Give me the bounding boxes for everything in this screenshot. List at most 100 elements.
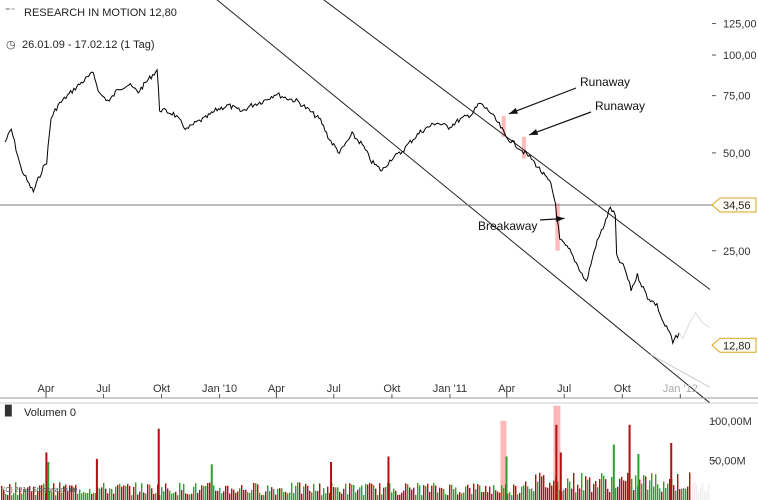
volume-bar [143,492,145,500]
volume-bar [21,493,23,500]
volume-bar [497,491,499,500]
volume-bar [647,489,649,500]
volume-bar [479,485,481,500]
volume-bar [237,491,239,500]
volume-bar [337,487,339,500]
volume-bar [419,485,421,500]
level-label: 34,56 [723,200,751,212]
volume-bar [89,488,91,500]
volume-bar [131,495,133,500]
volume-bar [603,475,605,500]
x-tick-label: Jul [557,383,571,395]
volume-bar [31,491,33,500]
volume-bar [451,484,453,500]
volume-bar-future [704,490,706,500]
volume-bar [213,485,215,500]
volume-bar [293,492,295,500]
volume-bar [55,495,57,500]
volume-bar [553,480,555,500]
volume-bar [323,488,325,500]
volume-bar [177,495,179,500]
volume-bar [361,485,363,500]
volume-spike [387,456,390,500]
annotation-label: Runaway [580,75,630,89]
volume-bar [441,488,443,500]
x-tick-label: Jul [327,383,341,395]
volume-bar [685,488,687,500]
channel-extension-line [650,353,711,388]
x-tick-label: Apr [498,383,515,395]
volume-bar [147,484,149,500]
volume-bar [403,490,405,500]
annotations: Runaway Runaway Breakaway [478,75,645,233]
x-tick-label: Apr [37,383,54,395]
volume-bar [649,480,651,500]
volume-bar [527,486,529,500]
volume-bar [533,491,535,500]
volume-bar [87,493,89,500]
volume-bar [515,486,517,500]
volume-bar [11,495,13,500]
volume-bar [559,490,561,500]
volume-bar [297,482,299,500]
x-axis: Apr Jul Okt Jan '10 Apr Jul Okt Jan '11 Apr Jul Ok… [0,383,758,399]
volume-bar [187,494,189,500]
volume-bar [303,486,305,500]
volume-bar [139,491,141,500]
volume-bar [669,479,671,500]
volume-bar [99,488,101,500]
volume-bar [407,484,409,500]
volume-bar [681,488,683,500]
volume-bar [77,493,79,500]
volume-bar [1,485,3,500]
y-tick-label: 25,00 [723,246,751,258]
volume-bar [379,483,381,500]
volume-bar [113,493,115,500]
volume-bar [429,491,431,500]
volume-bar [437,492,439,500]
volume-bar [217,490,219,500]
volume-bar [103,482,105,500]
volume-bar [149,484,151,500]
volume-bar [193,486,195,500]
volume-bar [235,492,237,500]
volume-bar [207,483,209,500]
volume-spike [637,454,640,500]
volume-bar [391,492,393,500]
volume-bar [223,491,225,500]
volume-bar [371,483,373,500]
date-range: 26.01.09 - 17.02.12 (1 Tag) [22,39,155,51]
volume-bar [101,487,103,500]
volume-bar [463,492,465,500]
chart-type-icon[interactable]: ⁼⁻ [5,6,16,17]
volume-bar [653,486,655,500]
volume-bar [517,494,519,500]
volume-spike [612,444,615,500]
volume-bar [35,495,37,500]
volume-bar [373,485,375,500]
volume-spike [330,462,333,500]
volume-spike [670,443,673,500]
volume-bar [611,477,613,500]
volume-bar [499,492,501,500]
volume-bar [485,485,487,500]
volume-bar [513,484,515,500]
volume-bar [135,482,137,500]
volume-bar [115,486,117,500]
annotation-label: Runaway [595,99,645,113]
volume-bar [189,494,191,500]
volume-bar [489,486,491,500]
volume-bar [245,489,247,500]
volume-bar [315,490,317,500]
volume-bar [61,492,63,500]
volume-bar [25,488,27,500]
volume-bar [689,472,691,500]
volume-bar-future [708,483,710,500]
volume-bar [39,485,41,500]
volume-bar [541,476,543,500]
volume-bar [509,492,511,500]
volume-bar [593,483,595,500]
volume-bar [161,487,163,500]
volume-bar [569,481,571,500]
channel-lower-line [216,0,711,404]
